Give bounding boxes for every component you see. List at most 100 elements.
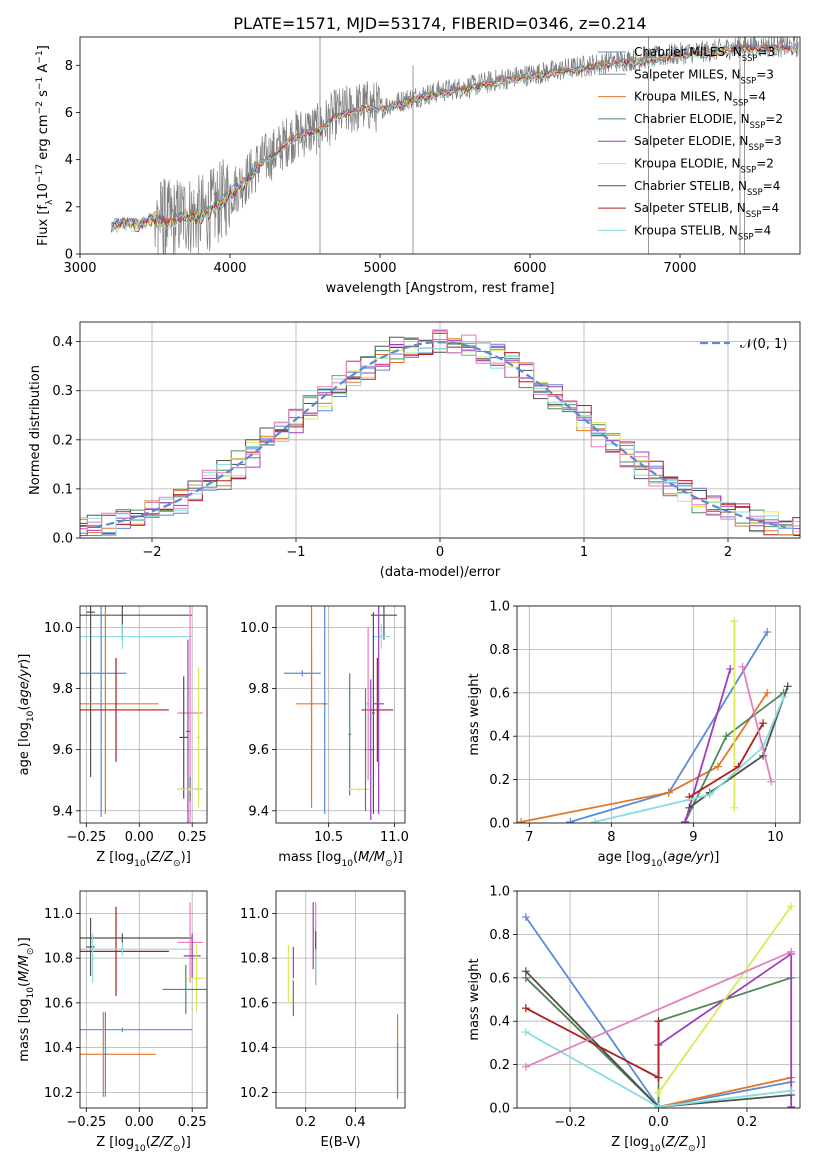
label-segment: 10 xyxy=(649,1144,661,1154)
label-segment: Salpeter MILES, N xyxy=(634,67,741,81)
label-segment: Z [log xyxy=(96,850,134,865)
label-segment: ( xyxy=(17,982,32,987)
spectrum-axes: 3000 4000 5000 6000 7000 0 2 4 6 8 wavelength [Ang… xyxy=(35,45,697,296)
label-segment: mass weight xyxy=(467,673,482,755)
label-segment: SSP xyxy=(742,53,758,63)
age_vs_mass-axes: 10.5 11.0 9.4 9.6 9.8 10.0 mass [log10(M/M⊙)] xyxy=(240,606,409,869)
y-tick-label: 8 xyxy=(65,59,73,74)
y-tick-label: 0.0 xyxy=(489,817,510,832)
label-segment: wavelength [Angstrom, rest frame] xyxy=(326,281,555,296)
label-segment: M/M xyxy=(358,850,385,865)
label-segment: (data-model)/error xyxy=(380,565,501,580)
x-tick-label: 1 xyxy=(580,545,588,560)
label-segment: −1 xyxy=(35,50,45,63)
age_vs_mass-points xyxy=(283,606,398,820)
weight-series-line xyxy=(525,950,792,1068)
weight-series-line xyxy=(657,952,793,1107)
label-segment: =4 xyxy=(763,179,781,193)
mass_vs_ebv-frame xyxy=(275,890,406,1109)
y-axis-label: age [log10(age/yr)] xyxy=(17,654,36,776)
y-tick-label: 9.4 xyxy=(52,804,73,819)
y-tick-label: 10.6 xyxy=(44,996,73,1011)
mass_vs_Z-frame xyxy=(79,890,208,1109)
charts-layer: 3000 4000 5000 6000 7000 0 2 4 6 8 wavelength [Ang… xyxy=(17,36,801,1154)
residuals-legend: 𝒩(0, 1) xyxy=(700,337,787,352)
y-tick-label: 0.1 xyxy=(52,482,73,497)
x-axis-label: wavelength [Angstrom, rest frame] xyxy=(326,281,555,296)
y-tick-label: 9.8 xyxy=(248,682,269,697)
legend-label: Chabrier STELIB, NSSP=4 xyxy=(634,179,780,197)
y-tick-label: 0.2 xyxy=(52,433,73,448)
x-tick-label: 4000 xyxy=(213,261,246,276)
x-axis-label: age [log10(age/yr)] xyxy=(598,850,720,869)
label-segment: erg cm xyxy=(36,114,51,163)
label-segment: ⊙ xyxy=(688,1144,696,1154)
label-segment: )] xyxy=(181,1135,191,1150)
y-tick-label: 1.0 xyxy=(489,600,510,615)
y-tick-label: 1.0 xyxy=(489,885,510,900)
age_vs_mass-frame xyxy=(275,605,406,824)
label-segment: Z/Z xyxy=(150,850,174,865)
y-tick-label: 10.2 xyxy=(240,1086,269,1101)
label-segment: Z [log xyxy=(611,1135,649,1150)
x-tick-label: −2 xyxy=(142,545,161,560)
label-segment: Kroupa ELODIE, N xyxy=(634,157,741,171)
y-axis-label: Flux [fλ10−17 erg cm−2 s−1 A−1] xyxy=(35,45,55,246)
x-tick-label: 6000 xyxy=(513,261,546,276)
weight-series-line xyxy=(594,696,785,823)
model-spectrum-line xyxy=(111,43,798,232)
y-tick-label: 0.0 xyxy=(52,532,73,547)
x-tick-label: 7000 xyxy=(663,261,696,276)
label-segment: SSP xyxy=(738,231,754,241)
label-segment: −1 xyxy=(35,77,45,90)
x-tick-label: 0.0 xyxy=(648,1115,669,1130)
x-tick-label: −0.25 xyxy=(66,1115,106,1130)
label-segment: Kroupa STELIB, N xyxy=(634,223,738,237)
label-segment: Z/Z xyxy=(150,1135,174,1150)
x-tick-label: 0.00 xyxy=(125,830,154,845)
label-segment: )] xyxy=(709,850,719,865)
weight_vs_Z-frame xyxy=(516,890,801,1109)
x-axis-label: mass [log10(M/M⊙)] xyxy=(278,850,402,869)
label-segment: −2 xyxy=(35,101,45,114)
label-segment: =3 xyxy=(757,45,775,59)
y-tick-label: 9.6 xyxy=(52,743,73,758)
label-segment: Chabrier MILES, N xyxy=(634,45,742,59)
y-tick-label: 9.8 xyxy=(52,682,73,697)
y-tick-label: 0.4 xyxy=(489,1015,510,1030)
y-axis-label: mass [log10(M/M⊙)] xyxy=(17,937,36,1061)
label-segment: mass [log xyxy=(17,999,32,1062)
label-segment: age [log xyxy=(598,850,651,865)
label-segment: ⊙ xyxy=(26,947,36,955)
label-segment: ( xyxy=(146,1135,151,1150)
x-tick-label: −0.25 xyxy=(66,830,106,845)
spectrum-data xyxy=(111,37,799,254)
spectrum-frame xyxy=(79,36,801,255)
mass_vs_ebv-axes: 0.2 0.4 10.2 10.4 10.6 10.8 11.0 E(B-V) xyxy=(240,891,405,1150)
x-axis-label: (data-model)/error xyxy=(380,565,501,580)
label-segment: Z [log xyxy=(96,1135,134,1150)
weight-series-line xyxy=(657,905,792,1094)
y-tick-label: 9.4 xyxy=(248,804,269,819)
label-segment: =2 xyxy=(756,157,774,171)
residual-histograms xyxy=(80,329,800,536)
y-tick-label: 0.0 xyxy=(489,1102,510,1117)
label-segment: SSP xyxy=(750,120,766,130)
x-tick-label: 10.5 xyxy=(314,830,343,845)
label-segment: age [log xyxy=(17,722,32,775)
label-segment: Z/Z xyxy=(665,1135,689,1150)
mass_vs_Z-points xyxy=(80,902,207,1097)
label-segment: )] xyxy=(181,850,191,865)
weight-series-line xyxy=(520,692,768,823)
label-segment: Normed distribution xyxy=(28,365,43,495)
weight_vs_age-frame xyxy=(516,605,801,824)
y-tick-label: 9.6 xyxy=(248,743,269,758)
x-tick-label: 0.00 xyxy=(125,1115,154,1130)
figure-title: PLATE=1571, MJD=53174, FIBERID=0346, z=0… xyxy=(233,14,646,33)
y-tick-label: 2 xyxy=(65,200,73,215)
age_vs_Z-frame xyxy=(79,605,208,824)
label-segment: SSP xyxy=(747,187,763,197)
x-tick-label: 8 xyxy=(607,830,615,845)
legend-label: Kroupa MILES, NSSP=4 xyxy=(634,90,766,108)
